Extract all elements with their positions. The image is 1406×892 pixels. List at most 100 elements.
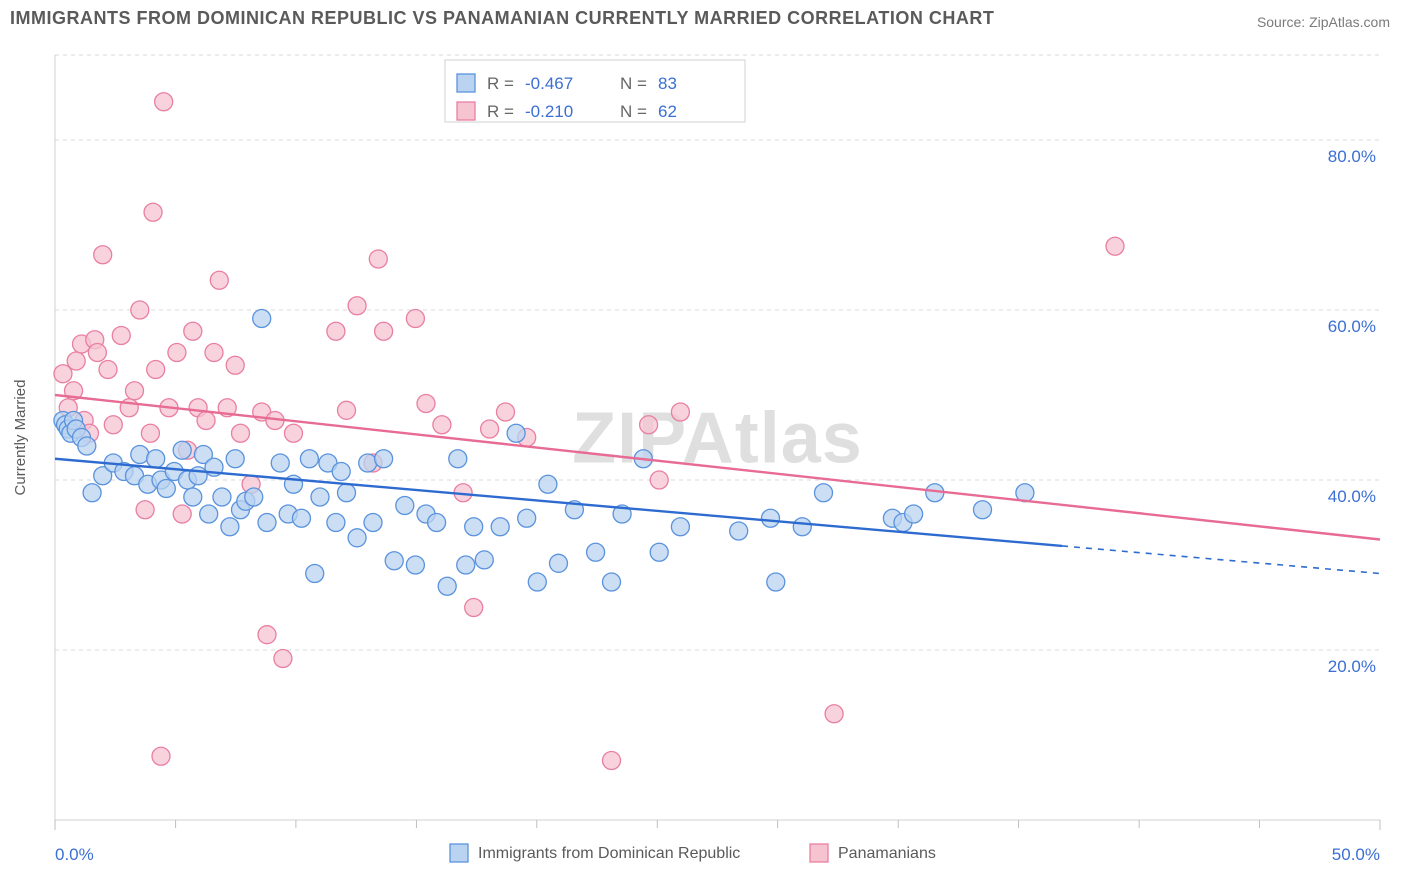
- trend-line-extrapolated: [1062, 546, 1380, 574]
- data-point: [396, 497, 414, 515]
- data-point: [306, 565, 324, 583]
- data-point: [292, 509, 310, 527]
- data-point: [184, 322, 202, 340]
- data-point: [825, 705, 843, 723]
- y-axis-label: Currently Married: [12, 380, 29, 496]
- data-point: [406, 310, 424, 328]
- data-point: [338, 484, 356, 502]
- data-point: [491, 518, 509, 536]
- data-point: [406, 556, 424, 574]
- data-point: [155, 93, 173, 111]
- data-point: [375, 450, 393, 468]
- data-point: [83, 484, 101, 502]
- bottom-legend-label: Panamanians: [838, 845, 936, 862]
- data-point: [497, 403, 515, 421]
- data-point: [465, 599, 483, 617]
- legend-swatch: [457, 74, 475, 92]
- data-point: [67, 352, 85, 370]
- data-point: [131, 301, 149, 319]
- data-point: [144, 203, 162, 221]
- data-point: [767, 573, 785, 591]
- data-point: [327, 322, 345, 340]
- data-point: [221, 518, 239, 536]
- data-point: [338, 401, 356, 419]
- y-tick-label: 80.0%: [1328, 147, 1376, 166]
- data-point: [457, 556, 475, 574]
- legend-n-label: N =: [620, 74, 647, 93]
- data-point: [205, 344, 223, 362]
- data-point: [271, 454, 289, 472]
- bottom-legend-swatch: [450, 844, 468, 862]
- data-point: [152, 747, 170, 765]
- data-point: [369, 250, 387, 268]
- legend-n-value: 62: [658, 102, 677, 121]
- trend-line: [55, 459, 1062, 546]
- data-point: [449, 450, 467, 468]
- data-point: [184, 488, 202, 506]
- data-point: [88, 344, 106, 362]
- legend-n-label: N =: [620, 102, 647, 121]
- data-point: [428, 514, 446, 532]
- data-point: [385, 552, 403, 570]
- data-point: [78, 437, 96, 455]
- y-tick-label: 40.0%: [1328, 487, 1376, 506]
- data-point: [359, 454, 377, 472]
- data-point: [465, 518, 483, 536]
- data-point: [650, 543, 668, 561]
- data-point: [147, 450, 165, 468]
- data-point: [173, 441, 191, 459]
- data-point: [99, 361, 117, 379]
- data-point: [168, 344, 186, 362]
- data-point: [539, 475, 557, 493]
- data-point: [253, 310, 271, 328]
- x-tick-label: 50.0%: [1332, 845, 1380, 864]
- legend-r-value: -0.210: [525, 102, 573, 121]
- data-point: [603, 573, 621, 591]
- data-point: [104, 416, 122, 434]
- y-tick-label: 60.0%: [1328, 317, 1376, 336]
- data-point: [650, 471, 668, 489]
- data-point: [640, 416, 658, 434]
- data-point: [285, 424, 303, 442]
- data-point: [348, 529, 366, 547]
- data-point: [173, 505, 191, 523]
- data-point: [332, 463, 350, 481]
- data-point: [136, 501, 154, 519]
- data-point: [762, 509, 780, 527]
- data-point: [550, 554, 568, 572]
- data-point: [210, 271, 228, 289]
- data-point: [417, 395, 435, 413]
- data-point: [793, 518, 811, 536]
- data-point: [274, 650, 292, 668]
- data-point: [141, 424, 159, 442]
- data-point: [311, 488, 329, 506]
- data-point: [157, 480, 175, 498]
- data-point: [528, 573, 546, 591]
- data-point: [671, 403, 689, 421]
- data-point: [905, 505, 923, 523]
- data-point: [226, 356, 244, 374]
- bottom-legend-swatch: [810, 844, 828, 862]
- data-point: [974, 501, 992, 519]
- data-point: [518, 509, 536, 527]
- data-point: [258, 626, 276, 644]
- legend-r-label: R =: [487, 102, 514, 121]
- legend-r-value: -0.467: [525, 74, 573, 93]
- data-point: [603, 752, 621, 770]
- data-point: [375, 322, 393, 340]
- data-point: [197, 412, 215, 430]
- data-point: [131, 446, 149, 464]
- data-point: [433, 416, 451, 434]
- data-point: [300, 450, 318, 468]
- data-point: [232, 424, 250, 442]
- data-point: [245, 488, 263, 506]
- data-point: [94, 246, 112, 264]
- data-point: [126, 382, 144, 400]
- data-point: [226, 450, 244, 468]
- data-point: [327, 514, 345, 532]
- data-point: [348, 297, 366, 315]
- legend-n-value: 83: [658, 74, 677, 93]
- data-point: [213, 488, 231, 506]
- correlation-chart: 0.0%50.0%20.0%40.0%60.0%80.0%Currently M…: [0, 0, 1406, 892]
- data-point: [730, 522, 748, 540]
